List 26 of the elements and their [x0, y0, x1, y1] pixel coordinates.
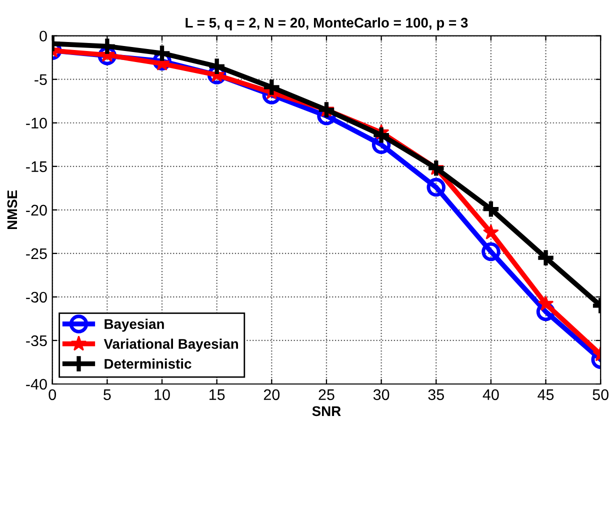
- x-tick-label: 45: [538, 389, 554, 400]
- x-tick-label: 40: [482, 389, 499, 400]
- legend-label: Variational Bayesian: [104, 338, 238, 352]
- x-tick-label: 30: [373, 389, 390, 400]
- y-tick-label: -5: [34, 74, 47, 86]
- y-tick-label: -30: [26, 292, 47, 303]
- x-tick-label: 0: [48, 389, 56, 400]
- legend-label: Deterministic: [104, 358, 192, 369]
- y-axis-title: NMSE: [7, 190, 18, 230]
- x-tick-label: 20: [264, 389, 280, 400]
- y-tick-label: -15: [26, 161, 47, 172]
- x-axis-title: SNR: [312, 406, 341, 416]
- chart-title: L = 5, q = 2, N = 20, MonteCarlo = 100, p = 3: [186, 17, 468, 30]
- y-tick-label: -20: [26, 204, 47, 216]
- x-tick-label: 10: [154, 389, 170, 400]
- x-tick-label: 25: [318, 389, 334, 400]
- x-tick-label: 35: [428, 389, 444, 400]
- y-tick-label: -35: [26, 335, 47, 346]
- x-tick-label: 15: [210, 389, 225, 400]
- x-tick-label: 5: [104, 389, 111, 400]
- y-tick-label: -25: [26, 248, 47, 260]
- y-tick-label: 0: [40, 30, 47, 42]
- legend-label: Bayesian: [104, 318, 164, 332]
- x-tick-label: 50: [592, 389, 608, 400]
- y-tick-label: -10: [26, 118, 47, 129]
- y-tick-label: -40: [26, 378, 47, 390]
